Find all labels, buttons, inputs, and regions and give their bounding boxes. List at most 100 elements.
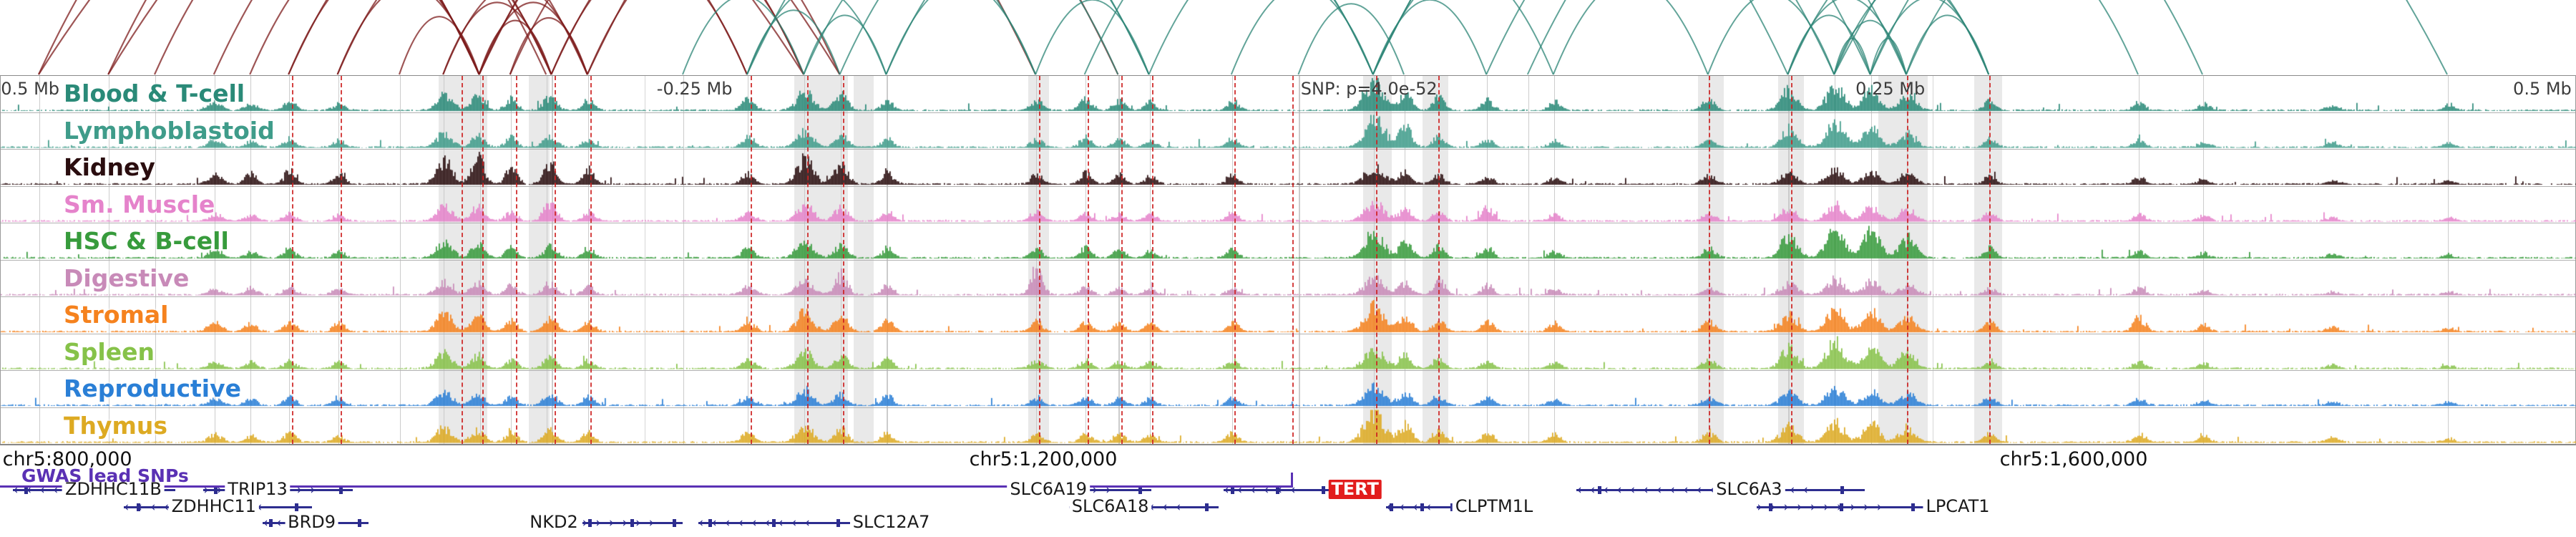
track-label-sm-muscle[interactable]: Sm. Muscle xyxy=(64,190,215,218)
gene-slc12a7[interactable]: ‹‹‹‹‹‹‹‹‹ xyxy=(698,515,850,531)
snp-marker-line xyxy=(843,76,845,444)
interaction-arc xyxy=(1707,0,1835,75)
interaction-arc xyxy=(586,0,805,75)
gene-exon xyxy=(1138,486,1143,494)
interaction-arc xyxy=(249,0,480,75)
interaction-arc xyxy=(550,0,748,75)
interaction-arc xyxy=(803,0,1037,75)
genome-coordinate-label: chr5:1,200,000 xyxy=(969,448,1118,470)
interaction-arc xyxy=(288,0,480,75)
interaction-arc xyxy=(1230,0,1374,75)
signal-track-area[interactable]: -0.5 Mb -0.25 Mb SNP: p=4.0e-52 0.25 Mb 0.5 … xyxy=(0,75,2576,445)
snp-marker-line xyxy=(1989,76,1991,444)
snp-marker-line xyxy=(1907,76,1908,444)
ruler-label: -0.5 Mb xyxy=(0,79,60,99)
interaction-arc xyxy=(336,0,480,75)
interaction-arc xyxy=(1148,0,1374,75)
interaction-arc xyxy=(885,0,1037,75)
gene-label-slc6a19[interactable]: SLC6A19 xyxy=(1007,480,1090,499)
gene-label-tert[interactable]: TERT xyxy=(1328,480,1382,499)
gene-strand-arrows: ›››››››››› xyxy=(1757,499,1890,515)
interaction-arc xyxy=(1372,0,1871,75)
track-label-stromal[interactable]: Stromal xyxy=(64,301,169,329)
gene-exon xyxy=(673,519,677,527)
gwas-snp-position-tick xyxy=(1290,473,1293,488)
interaction-arc xyxy=(1833,38,1871,75)
gene-exon xyxy=(269,519,273,527)
gene-exon xyxy=(1230,486,1234,494)
gene-exon xyxy=(213,486,218,494)
gene-exon xyxy=(1204,503,1209,511)
snp-marker-line xyxy=(462,76,464,444)
track-label-lymphoblastoid[interactable]: Lymphoblastoid xyxy=(64,116,275,145)
snp-marker-line xyxy=(1088,76,1090,444)
snp-marker-line xyxy=(1438,76,1440,444)
gene-exon xyxy=(137,503,141,511)
gene-label-zdhhc11b[interactable]: ZDHHC11B xyxy=(62,480,165,499)
gene-exon xyxy=(1390,503,1394,511)
gene-exon xyxy=(708,519,713,527)
snp-marker-line xyxy=(1038,76,1040,444)
gene-exon xyxy=(24,486,28,494)
interaction-arc xyxy=(478,0,1037,75)
snp-marker-line xyxy=(291,76,293,444)
gene-exon xyxy=(1911,503,1916,511)
interaction-arc xyxy=(1372,0,1789,75)
gene-exon xyxy=(1321,486,1325,494)
gene-label-slc6a18[interactable]: SLC6A18 xyxy=(1068,497,1152,516)
gene-label-lpcat1[interactable]: LPCAT1 xyxy=(1923,497,1993,516)
interaction-arc xyxy=(1869,38,1907,75)
interaction-arc xyxy=(1869,0,2203,75)
gene-label-trip13[interactable]: TRIP13 xyxy=(225,480,291,499)
track-label-blood-t-cell[interactable]: Blood & T-cell xyxy=(64,79,245,107)
track-label-kidney[interactable]: Kidney xyxy=(64,153,155,181)
ruler-label: 0.5 Mb xyxy=(2513,79,2572,99)
gene-strand-arrows: ‹‹‹‹‹‹‹‹‹ xyxy=(698,515,818,531)
track-label-reproductive[interactable]: Reproductive xyxy=(64,374,242,402)
interaction-arc xyxy=(153,0,480,75)
snp-marker-line xyxy=(516,76,517,444)
gene-nkd2[interactable]: ›››››› xyxy=(582,515,683,531)
track-label-spleen[interactable]: Spleen xyxy=(64,337,155,366)
gene-exon xyxy=(1420,503,1424,511)
interaction-arc xyxy=(1906,0,2139,75)
gene-exon xyxy=(772,519,776,527)
interaction-arc xyxy=(336,0,552,75)
track-label-thymus[interactable]: Thymus xyxy=(64,411,168,440)
genome-coordinate-label: chr5:1,600,000 xyxy=(1999,448,2148,470)
gene-exon xyxy=(1276,486,1280,494)
gene-exon xyxy=(338,486,343,494)
gene-label-slc6a3[interactable]: SLC6A3 xyxy=(1713,480,1785,499)
track-label-hsc-b-cell[interactable]: HSC & B-cell xyxy=(64,227,229,255)
interaction-arc xyxy=(38,0,480,75)
gene-label-slc12a7[interactable]: SLC12A7 xyxy=(849,513,933,532)
snp-marker-line xyxy=(1708,76,1710,444)
gene-strand-arrows: ›››››› xyxy=(582,515,663,531)
gene-exon xyxy=(295,503,299,511)
snp-marker-line xyxy=(750,76,752,444)
gene-label-brd9[interactable]: BRD9 xyxy=(285,513,339,532)
signal-tracks-canvas[interactable] xyxy=(1,76,2576,445)
snp-marker-line xyxy=(590,76,592,444)
gene-exon xyxy=(1597,486,1601,494)
gene-label-zdhhc11[interactable]: ZDHHC11 xyxy=(168,497,259,516)
interaction-arc xyxy=(398,16,480,75)
snp-marker-line xyxy=(1292,76,1294,444)
gene-exon xyxy=(1768,503,1772,511)
snp-marker-line xyxy=(482,76,484,444)
gene-label-clptm1l[interactable]: CLPTM1L xyxy=(1452,497,1536,516)
gene-exon xyxy=(836,519,840,527)
gene-exon xyxy=(588,519,592,527)
gene-lpcat1[interactable]: ›››››››››› xyxy=(1757,499,1927,515)
gene-label-nkd2[interactable]: NKD2 xyxy=(527,513,581,532)
interaction-arc xyxy=(682,0,805,75)
ruler-label: -0.25 Mb xyxy=(656,79,733,99)
gene-clptm1l[interactable]: ‹‹‹‹ xyxy=(1385,499,1458,515)
interaction-arc xyxy=(1833,0,2448,75)
gene-exon xyxy=(1840,486,1844,494)
track-label-digestive[interactable]: Digestive xyxy=(64,263,190,292)
interaction-arc xyxy=(1552,0,1709,75)
genome-coordinate-label: chr5:800,000 xyxy=(2,448,132,470)
interaction-arc xyxy=(107,0,547,75)
